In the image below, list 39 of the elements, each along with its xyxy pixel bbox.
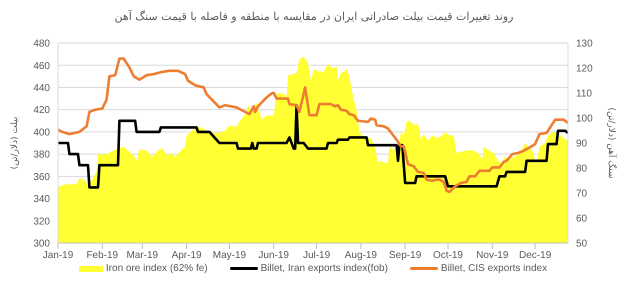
y-tick-label: 360: [33, 172, 50, 183]
y-axis-title: بیلت (دلار/تن): [10, 116, 20, 170]
y-tick-label: 400: [33, 127, 50, 138]
x-tick-label: Jan-19: [42, 250, 74, 262]
y-tick-label: 300: [33, 238, 50, 250]
x-tick-label: Apr-19: [172, 250, 202, 262]
legend-label: Billet, Iran exports index(fob): [260, 263, 388, 274]
y2-tick-label: 60: [576, 214, 588, 225]
y2-tick-label: 120: [576, 64, 594, 75]
y2-tick-label: 50: [576, 238, 588, 250]
y-tick-label: 460: [33, 60, 50, 72]
line-series: [58, 57, 568, 194]
legend-label: Billet, CIS exports index: [440, 263, 548, 274]
y2-tick-label: 70: [576, 188, 588, 200]
chart-title: روند تغییرات قیمت بیلت صادراتی ایران در مقایسه با منطقه و فاصله با قیمت سنگ آهن: [114, 10, 514, 23]
y-tick-label: 340: [33, 194, 50, 206]
y2-tick-label: 100: [576, 114, 594, 125]
y-tick-label: 320: [33, 216, 50, 228]
y2-tick-label: 90: [576, 138, 588, 150]
y-tick-label: 420: [33, 105, 50, 116]
line-series: [58, 104, 568, 189]
x-tick-label: Feb-19: [86, 250, 119, 262]
y-tick-label: 440: [33, 82, 50, 94]
x-tick-label: Aug-19: [344, 250, 378, 262]
y-tick-label: 380: [33, 150, 50, 161]
x-tick-label: Jun-19: [258, 250, 290, 262]
x-tick-label: Sep-19: [389, 250, 422, 262]
y2-tick-label: 80: [576, 164, 588, 175]
x-tick-label: Mar-19: [126, 250, 159, 262]
x-tick-label: Jul-19: [302, 250, 331, 262]
y-tick-label: 480: [33, 38, 50, 50]
x-tick-label: Oct-19: [432, 250, 464, 262]
x-tick-label: Nov-19: [476, 250, 509, 262]
x-tick-label: May-19: [212, 250, 247, 262]
y2-tick-label: 130: [576, 38, 594, 50]
y2-tick-label: 110: [576, 88, 592, 100]
y2-axis-title: سنگ آهن (دلار/تن): [606, 107, 618, 179]
x-tick-label: Dec-19: [519, 250, 552, 262]
legend-label: Iron ore index (62% fe): [106, 263, 208, 274]
